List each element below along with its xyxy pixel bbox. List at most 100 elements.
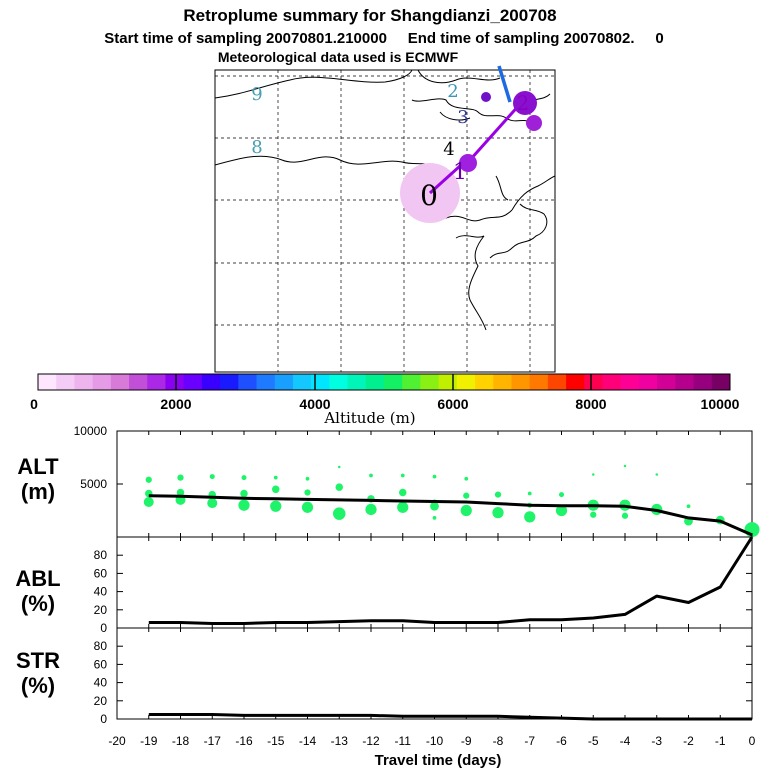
alt-cluster-dot	[365, 503, 377, 516]
colorbar-cell	[147, 374, 166, 390]
alt-cluster-dot	[209, 474, 215, 480]
alt-cluster-dot	[432, 516, 437, 520]
colorbar-cell	[620, 374, 640, 390]
colorbar-cell	[220, 374, 239, 390]
abl-y-tick-label: 40	[94, 585, 108, 599]
str-panel-label: STR	[16, 648, 60, 673]
alt-cluster-dot	[177, 474, 184, 481]
x-tick-label: -19	[140, 734, 158, 748]
colorbar-cell	[693, 374, 713, 390]
colorbar-cell	[602, 374, 622, 390]
colorbar-label: Altitude (m)	[323, 409, 415, 427]
trajectory-point	[526, 115, 542, 131]
alt-cluster-dot	[301, 501, 314, 513]
figure-title: Retroplume summary for Shangdianzi_20070…	[183, 6, 556, 25]
colorbar-cell	[365, 374, 385, 390]
colorbar-frame	[37, 373, 731, 391]
x-tick-label: -7	[524, 734, 535, 748]
alt-plot-frame	[116, 430, 753, 538]
colorbar-cell	[92, 374, 112, 390]
colorbar-cell	[711, 374, 731, 390]
alt-cluster-dot	[369, 473, 373, 478]
colorbar-tick-label: 4000	[299, 396, 330, 412]
x-tick-label: -3	[651, 734, 662, 748]
map-gridlines	[215, 70, 555, 372]
colorbar-cell	[529, 374, 549, 390]
sampling-period: Start time of sampling 20070801.210000 E…	[104, 30, 663, 47]
alt-cluster-dot	[240, 489, 248, 498]
alt-cluster-dot	[304, 489, 311, 496]
colorbar-tick-label: 6000	[437, 396, 468, 412]
x-tick-label: 0	[749, 734, 756, 748]
x-tick-label: -2	[683, 734, 694, 748]
colorbar-tick-label: 10000	[701, 396, 740, 412]
alt-cluster-dot	[399, 488, 407, 497]
retroplume-map: 9 8 2 34 2 10	[214, 65, 556, 373]
abl-plot-frame	[116, 536, 753, 629]
str-y-tick-label: 40	[94, 676, 108, 690]
trajectory-day-label: 1	[453, 160, 467, 185]
colorbar-cell	[56, 374, 75, 390]
alt-cluster-dot	[397, 501, 409, 513]
colorbar-cell	[129, 374, 148, 390]
colorbar-cell	[402, 374, 421, 390]
x-tick-label: -18	[172, 734, 190, 748]
colorbar-cell	[566, 374, 585, 390]
colorbar-cell	[547, 374, 567, 390]
x-tick-label: -16	[235, 734, 253, 748]
colorbar-cell	[165, 374, 185, 390]
alt-cluster-dot	[590, 511, 597, 518]
alt-cluster-dot	[464, 476, 469, 481]
colorbar-cell	[238, 374, 257, 390]
alt-cluster-dot	[592, 473, 595, 476]
colorbar-cell	[438, 374, 458, 390]
str-panel-units: (%)	[21, 673, 55, 698]
alt-cluster-dot	[463, 492, 470, 499]
colorbar-cell	[201, 374, 221, 390]
alt-cluster-dot	[270, 500, 282, 512]
colorbar-cell	[38, 374, 57, 390]
abl-y-tick-label: 80	[94, 548, 108, 562]
alt-cluster-dot	[621, 512, 629, 519]
colorbar-cell	[456, 374, 476, 390]
trajectory-day-label: 0	[420, 179, 438, 212]
met-data-source: Meteorological data used is ECMWF	[218, 49, 459, 65]
colorbar-cell	[420, 374, 440, 390]
x-tick-label: -13	[331, 734, 349, 748]
colorbar-separators	[175, 374, 592, 390]
alt-cluster-dot	[559, 492, 564, 498]
trajectory-segment	[497, 65, 512, 103]
colorbar-cell	[493, 374, 512, 390]
trajectory-point	[459, 154, 477, 172]
alt-cluster-dot	[335, 483, 343, 491]
colorbar-cell	[311, 374, 330, 390]
trajectory-day-label: 4	[443, 139, 454, 160]
alt-cluster-dot	[145, 476, 152, 483]
alt-panel-units: (m)	[21, 479, 55, 504]
colorbar-cell	[584, 374, 603, 390]
trajectory-day-label: 3	[457, 107, 468, 128]
str-y-tick-label: 20	[94, 694, 108, 708]
str-line	[148, 713, 752, 721]
x-axis-label: Travel time (days)	[375, 752, 502, 768]
altitude-colorbar: 0 2000 4000 6000 8000 10000 Altitude (m)	[30, 373, 740, 427]
alt-cluster-dot	[460, 504, 472, 517]
abl-y-tick-label: 0	[100, 621, 107, 635]
x-tick-label: -5	[588, 734, 599, 748]
map-frame	[214, 69, 556, 373]
abl-panel-units: (%)	[21, 591, 55, 616]
x-tick-label: -15	[267, 734, 285, 748]
abl-line	[148, 536, 754, 625]
colorbar-cell	[511, 374, 531, 390]
x-tick-label: -4	[620, 734, 631, 748]
alt-cluster-dot	[400, 473, 405, 478]
str-y-tick-label: 80	[94, 639, 108, 653]
abl-y-tick-label: 60	[94, 566, 108, 580]
trajectory-day-labels: 9 8 2 34 2 10	[251, 81, 529, 212]
alt-cluster-dot	[305, 476, 310, 481]
colorbar-cell	[74, 374, 94, 390]
colorbar-cell	[675, 374, 694, 390]
colorbar-cell	[256, 374, 276, 390]
colorbar-cell	[384, 374, 403, 390]
